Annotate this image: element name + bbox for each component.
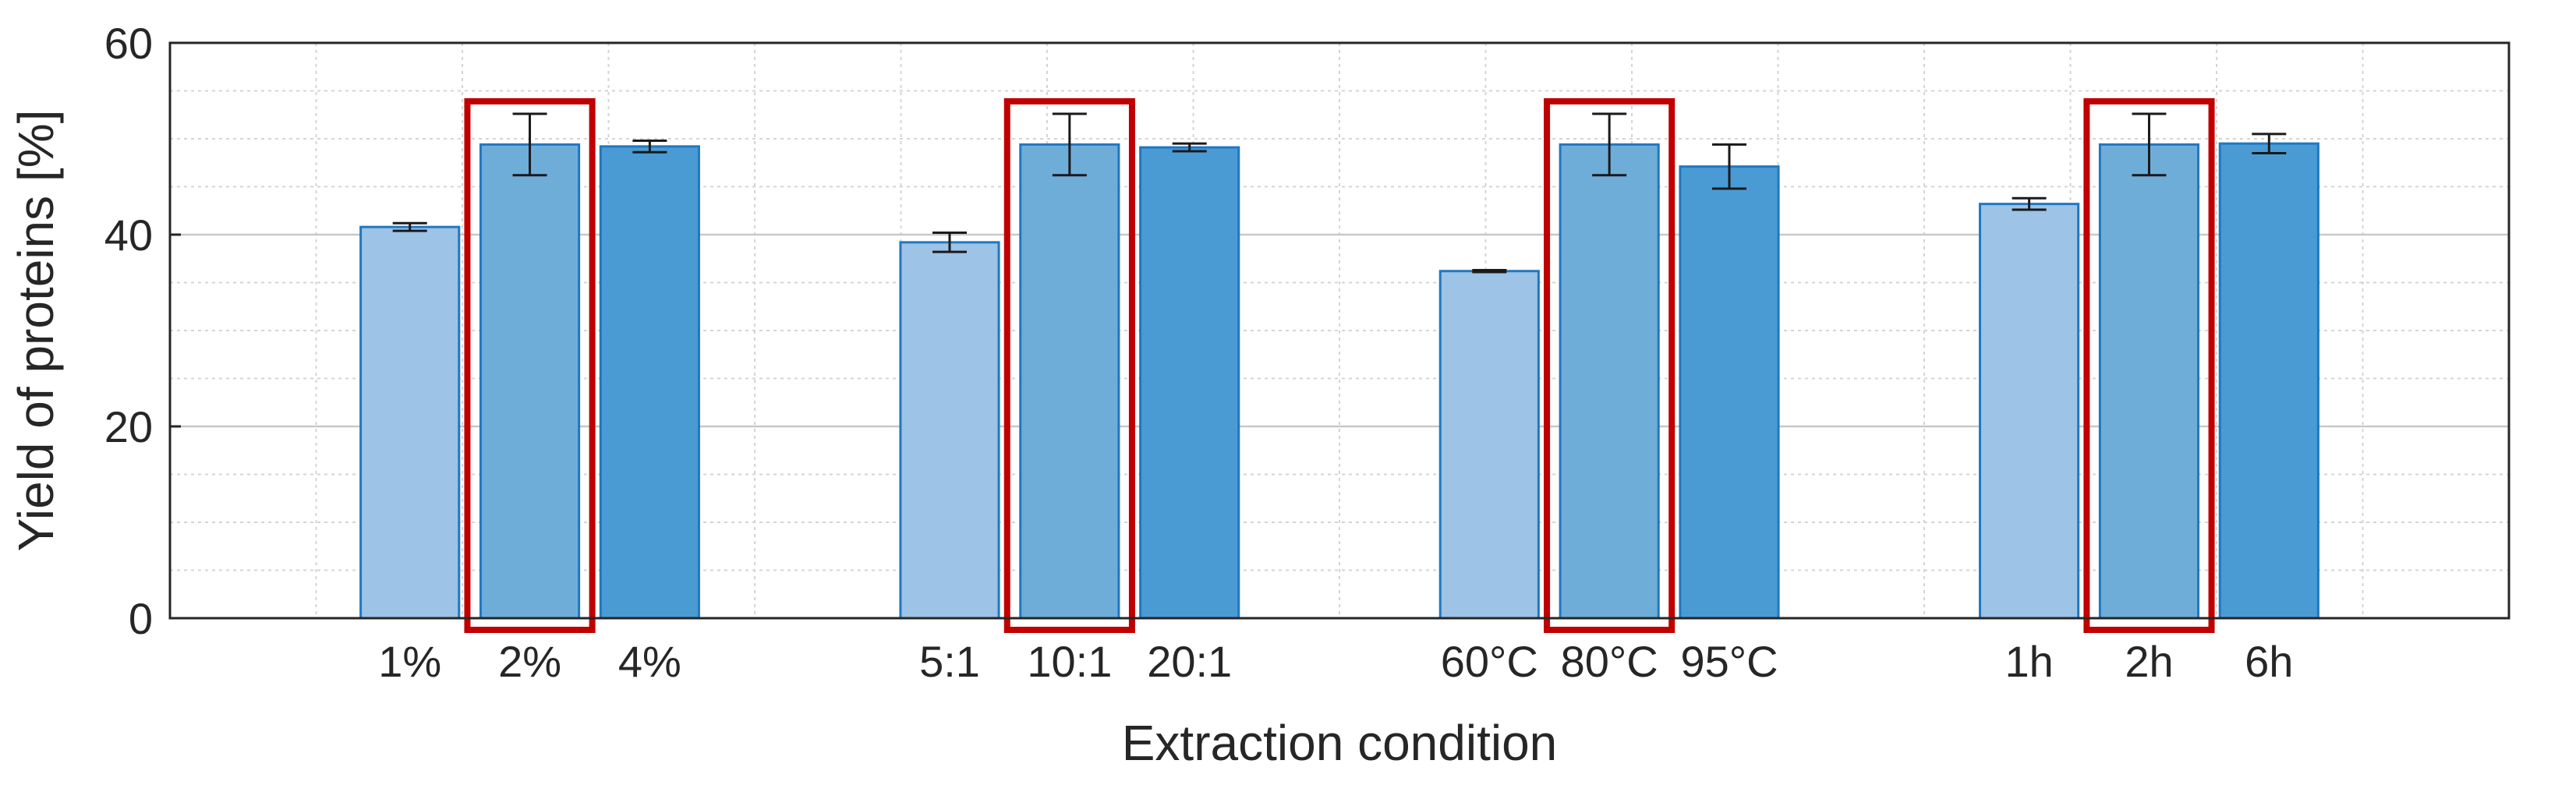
y-axis-label: Yield of proteins [%] [8, 110, 64, 552]
x-tick-label: 1% [378, 637, 441, 686]
y-tick-label: 40 [104, 210, 153, 260]
x-tick-label: 2h [2125, 637, 2173, 686]
axes-frame [168, 41, 2511, 620]
x-tick-label: 95°C [1680, 637, 1778, 686]
bar-80°C [1559, 143, 1660, 620]
x-tick-label: 60°C [1441, 637, 1538, 686]
x-tick-label: 6h [2245, 637, 2293, 686]
bar-95°C [1679, 165, 1780, 620]
y-tick-label: 60 [104, 19, 153, 68]
bar-5:1 [899, 241, 1000, 620]
bar-2% [479, 143, 581, 620]
y-tick-label: 20 [104, 402, 153, 451]
x-ticks: 1% 2% 4% 5:1 10:1 20:1 60°C 80°C 95°C 1h 2h 6h [378, 637, 2293, 686]
bar-1h [1979, 203, 2080, 620]
x-tick-label: 5:1 [919, 637, 980, 686]
highlight-box [2083, 98, 2215, 633]
highlight-box [1544, 98, 1675, 633]
bar-60°C [1438, 270, 1540, 620]
highlight-box [464, 98, 596, 633]
bars [359, 142, 2319, 620]
highlight-boxes [464, 98, 2215, 633]
x-tick-label: 4% [618, 637, 681, 686]
bar-6h [2218, 142, 2319, 620]
bar-4% [599, 145, 700, 620]
bar-20:1 [1139, 146, 1240, 620]
x-tick-label: 2% [498, 637, 561, 686]
x-tick-label: 10:1 [1027, 637, 1112, 686]
bar-2h [2098, 143, 2200, 620]
x-tick-label: 1h [2005, 637, 2053, 686]
highlight-box [1003, 98, 1135, 633]
y-ticks: 0 20 40 60 [104, 19, 181, 643]
bar-1% [359, 225, 461, 620]
x-axis-label: Extraction condition [1122, 715, 1558, 771]
bar-10:1 [1019, 143, 1120, 620]
x-tick-label: 80°C [1561, 637, 1658, 686]
y-tick-label: 0 [129, 594, 153, 643]
error-bars [392, 112, 2287, 274]
x-tick-label: 20:1 [1147, 637, 1232, 686]
